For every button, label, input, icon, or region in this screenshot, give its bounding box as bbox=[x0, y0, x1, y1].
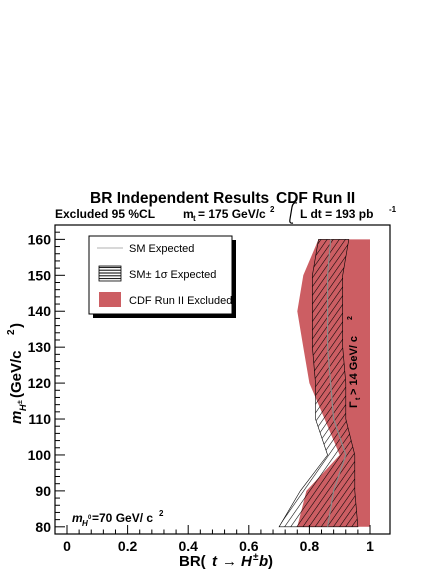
experiment-label: CDF Run II bbox=[276, 190, 355, 207]
sm-1sigma-band bbox=[278, 239, 359, 528]
luminosity-sup: -1 bbox=[389, 205, 397, 214]
legend-hatch-swatch bbox=[98, 265, 122, 282]
y-title-close: ) bbox=[8, 323, 25, 328]
integral-sign-icon bbox=[289, 202, 298, 224]
top-width-annotation: Γ t > 14 GeV/ c 2 bbox=[347, 316, 362, 408]
top-mass-value: = 175 GeV/c bbox=[198, 207, 266, 221]
legend-label-expected: SM Expected bbox=[129, 243, 194, 255]
y-title-unit: (GeV/c bbox=[8, 350, 25, 398]
y-tick-label: 80 bbox=[35, 519, 51, 535]
legend-label-excluded: CDF Run II Excluded bbox=[129, 295, 232, 307]
y-title-m: m bbox=[8, 411, 25, 424]
y-title-subsup: ± bbox=[17, 400, 24, 404]
x-tick-label: 0.2 bbox=[118, 538, 138, 554]
top-width-sup: 2 bbox=[347, 316, 354, 320]
y-axis-title: m H ± (GeV/c 2 ) bbox=[6, 323, 28, 424]
y-tick-label: 150 bbox=[28, 267, 52, 283]
higgs-mass-annotation: m H 0 =70 GeV/ c 2 bbox=[72, 509, 164, 528]
higgs-mass-sub: H bbox=[82, 519, 88, 528]
y-axis: 80 90 100 110 120 130 140 150 160 bbox=[28, 224, 65, 535]
plot-frame bbox=[54, 224, 391, 535]
x-tick-label: 0 bbox=[63, 538, 71, 554]
x-title-arrow: → bbox=[222, 553, 237, 570]
x-tick-label: 0.6 bbox=[239, 538, 259, 554]
y-tick-label: 90 bbox=[35, 483, 51, 499]
x-title-h: H bbox=[241, 553, 253, 570]
y-title-sub: H bbox=[18, 404, 28, 411]
exclusion-level-label: Excluded 95 %CL bbox=[55, 207, 155, 221]
sm-expected-line bbox=[327, 239, 347, 527]
y-tick-label: 120 bbox=[28, 375, 52, 391]
top-mass-sub: t bbox=[193, 214, 196, 223]
x-axis-title: BR( t → H ± b ) bbox=[179, 552, 273, 570]
y-tick-label: 160 bbox=[28, 231, 52, 247]
x-title-t: t bbox=[212, 553, 218, 570]
x-title-b: b bbox=[259, 553, 268, 570]
x-tick-label: 0.4 bbox=[178, 538, 198, 554]
x-title-suffix: ) bbox=[268, 553, 273, 570]
x-tick-label: 0.8 bbox=[300, 538, 320, 554]
higgs-mass-subsup: 0 bbox=[88, 515, 92, 521]
luminosity-value: L dt = 193 pb bbox=[300, 207, 373, 221]
top-mass-prefix: m bbox=[183, 207, 194, 221]
y-tick-label: 140 bbox=[28, 303, 52, 319]
x-axis: 0 0.2 0.4 0.6 0.8 1 bbox=[63, 525, 374, 554]
chart-title: BR Independent Results bbox=[90, 190, 269, 207]
higgs-mass-m: m bbox=[72, 511, 83, 525]
y-tick-label: 100 bbox=[28, 447, 52, 463]
top-width-value: > 14 GeV/ c bbox=[348, 336, 360, 395]
higgs-mass-value: =70 GeV/ c bbox=[92, 511, 153, 525]
plot-area bbox=[278, 239, 370, 528]
x-title-pm: ± bbox=[253, 552, 259, 563]
top-mass-label: m t = 175 GeV/c 2 bbox=[183, 205, 275, 223]
y-title-unit-sup: 2 bbox=[6, 329, 17, 335]
x-tick-label: 1 bbox=[366, 538, 374, 554]
top-width-gamma: Γ bbox=[348, 401, 360, 408]
x-title-prefix: BR( bbox=[179, 553, 206, 570]
y-tick-label: 110 bbox=[28, 411, 51, 427]
y-tick-label: 130 bbox=[28, 339, 52, 355]
higgs-mass-sup: 2 bbox=[159, 509, 164, 518]
legend-label-sigma: SM± 1σ Expected bbox=[129, 269, 216, 281]
luminosity-label: L dt = 193 pb -1 bbox=[289, 202, 397, 224]
top-width-sub: t bbox=[355, 397, 362, 400]
legend-fill-swatch bbox=[99, 292, 121, 307]
top-mass-sup: 2 bbox=[270, 205, 275, 214]
legend: SM Expected SM± 1σ Expected CDF Run II E… bbox=[88, 235, 236, 318]
